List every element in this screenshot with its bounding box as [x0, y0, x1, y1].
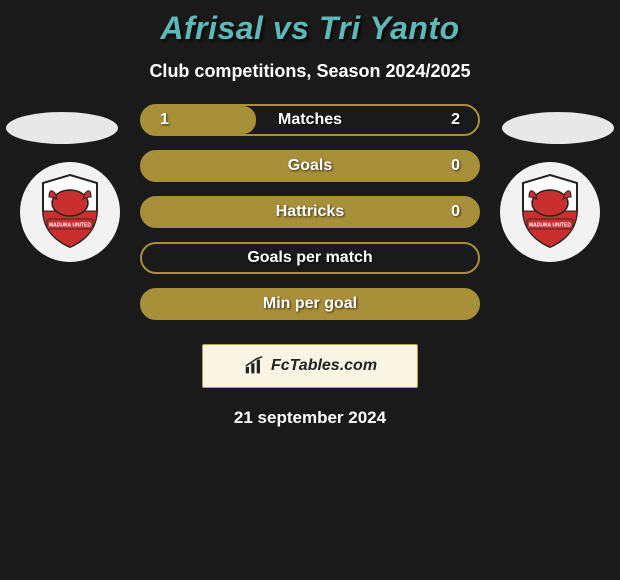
chart-icon	[243, 355, 265, 377]
hero-section: MADURA UNITED MADURA UNITED 1 Matches 2 Goa…	[0, 104, 620, 320]
stat-label: Matches	[278, 111, 342, 129]
svg-text:MADURA UNITED: MADURA UNITED	[49, 223, 91, 229]
stat-row: Goals 0	[140, 150, 480, 182]
stat-row: Goals per match	[140, 242, 480, 274]
date-text: 21 september 2024	[0, 408, 620, 428]
page-title: Afrisal vs Tri Yanto	[0, 0, 620, 47]
stat-value-left: 1	[160, 111, 169, 129]
attribution-text: FcTables.com	[271, 357, 377, 375]
attribution-badge[interactable]: FcTables.com	[202, 344, 418, 388]
page-subtitle: Club competitions, Season 2024/2025	[0, 61, 620, 82]
club-crest-left: MADURA UNITED	[35, 173, 105, 251]
stat-row: Min per goal	[140, 288, 480, 320]
player-right-placeholder	[502, 112, 614, 144]
page-root: Afrisal vs Tri Yanto Club competitions, …	[0, 0, 620, 428]
club-badge-left: MADURA UNITED	[20, 162, 120, 262]
stat-label: Goals per match	[247, 249, 372, 267]
stat-value-right: 2	[451, 111, 460, 129]
stat-value-right: 0	[451, 157, 460, 175]
stat-row: Hattricks 0	[140, 196, 480, 228]
shield-icon: MADURA UNITED	[515, 173, 585, 251]
stat-label: Goals	[288, 157, 332, 175]
stat-label: Min per goal	[263, 295, 357, 313]
player-left-placeholder	[6, 112, 118, 144]
stat-label: Hattricks	[276, 203, 344, 221]
svg-text:MADURA UNITED: MADURA UNITED	[529, 223, 571, 229]
club-badge-right: MADURA UNITED	[500, 162, 600, 262]
stat-row: 1 Matches 2	[140, 104, 480, 136]
shield-icon: MADURA UNITED	[35, 173, 105, 251]
stats-list: 1 Matches 2 Goals 0 Hattricks 0 Goals per match…	[140, 104, 480, 320]
stat-value-right: 0	[451, 203, 460, 221]
club-crest-right: MADURA UNITED	[515, 173, 585, 251]
